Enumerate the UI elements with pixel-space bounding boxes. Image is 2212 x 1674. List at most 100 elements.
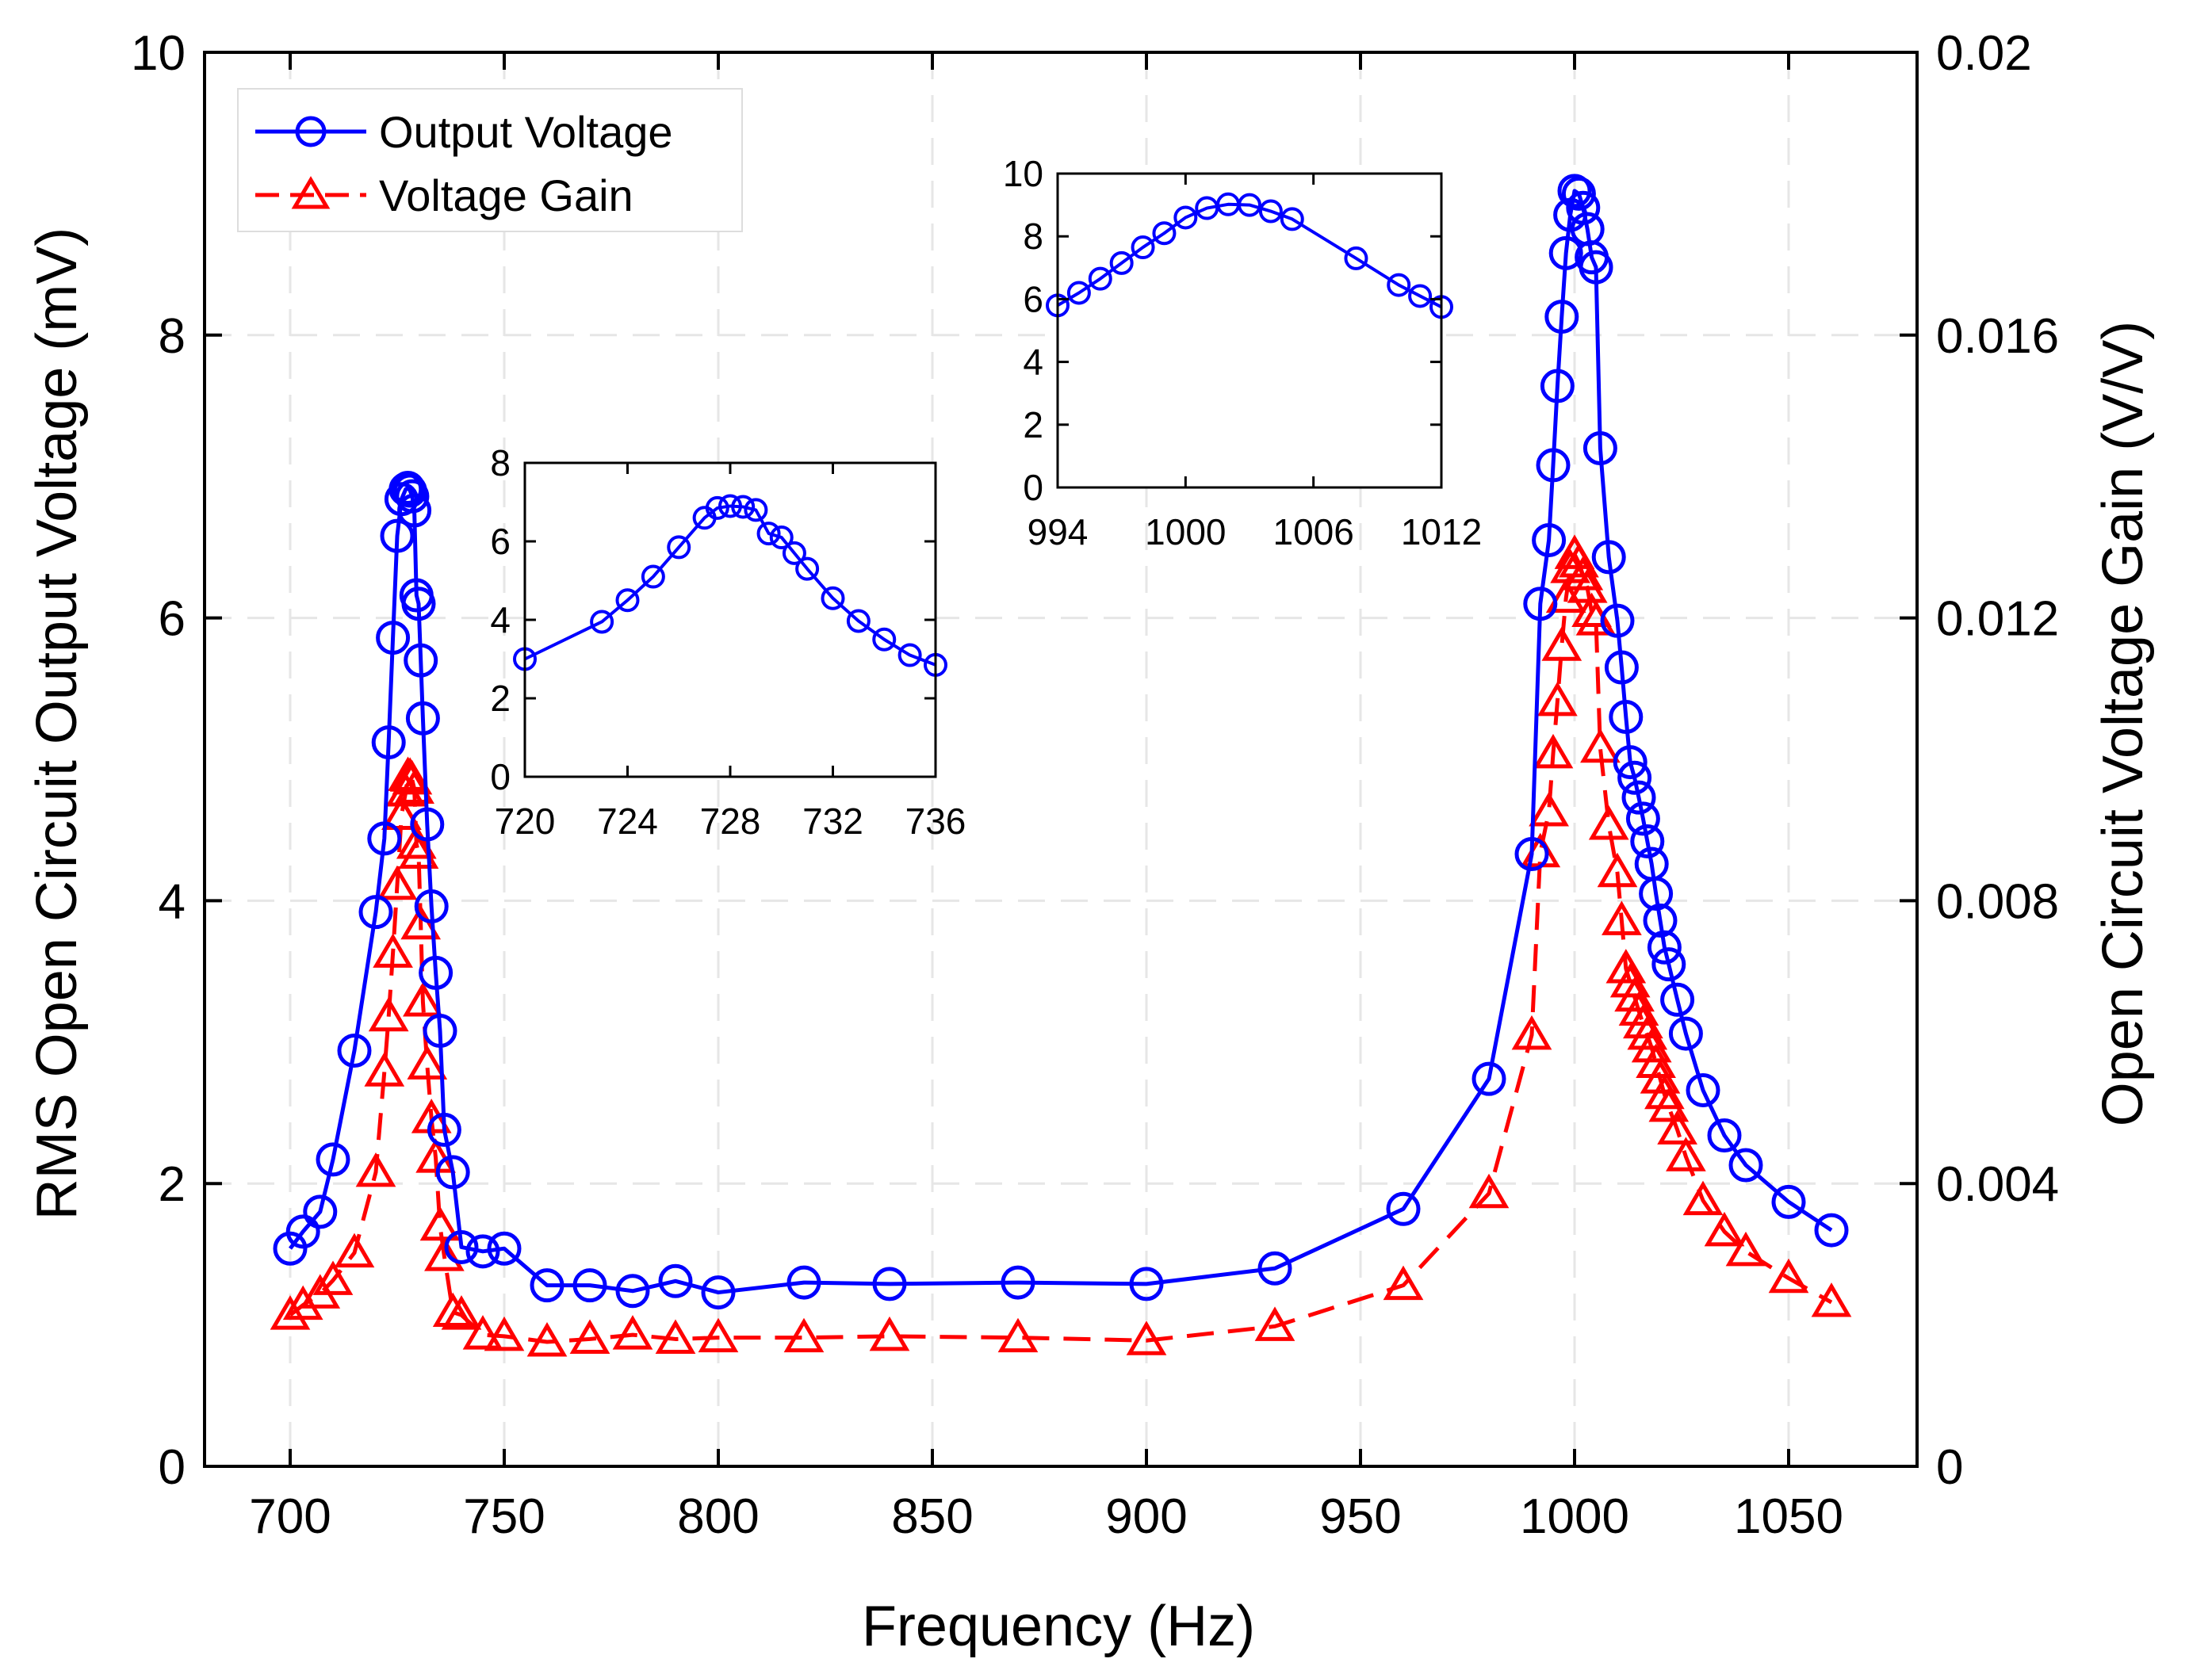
series-line-voltage-gain [289, 552, 1833, 1344]
output-voltage-point-7 [371, 725, 406, 760]
y-tick-label-3: 6 [159, 592, 186, 647]
output-voltage-point-37 [1129, 1267, 1164, 1301]
output-voltage-point-6 [367, 821, 402, 856]
voltage-gain-point-5 [355, 1152, 396, 1187]
output-voltage-point-74 [1728, 1148, 1763, 1183]
output-voltage-point-71 [1668, 1016, 1703, 1051]
inset-point-10 [1258, 199, 1283, 224]
output-voltage-point-72 [1686, 1072, 1720, 1107]
inset-chart-low-resonance: 720 724 728 732 736 0 2 4 6 8 [490, 442, 966, 842]
y2-tick-label-3: 0.012 [1936, 592, 2059, 647]
voltage-gain-point-36 [997, 1317, 1039, 1353]
output-voltage-point-15 [397, 493, 432, 528]
output-voltage-point-46 [1544, 300, 1579, 334]
inset-y-tick-label-3: 6 [1023, 278, 1043, 319]
voltage-gain-point-35 [869, 1316, 910, 1351]
inset-y-tick-label-5: 10 [1003, 153, 1043, 194]
inset-background [525, 463, 936, 777]
y2-tick-label-2: 0.008 [1936, 874, 2059, 929]
y2-tick-label-1: 0.004 [1936, 1157, 2059, 1212]
output-voltage-point-27 [465, 1234, 500, 1269]
output-voltage-point-28 [487, 1231, 522, 1266]
inset-y-tick-label-0: 0 [490, 756, 511, 797]
inset-point-2 [615, 588, 640, 613]
output-voltage-point-1 [285, 1214, 320, 1249]
output-voltage-point-38 [1257, 1251, 1292, 1286]
output-voltage-point-40 [1471, 1061, 1506, 1096]
inset-point-12 [782, 541, 806, 565]
output-voltage-point-4 [337, 1034, 372, 1068]
voltage-gain-point-24 [424, 1236, 465, 1271]
main-plot-series [270, 174, 1852, 1357]
plot-border [203, 51, 1919, 1468]
voltage-gain-point-6 [364, 1052, 405, 1087]
voltage-gain-point-55 [1580, 728, 1621, 763]
output-voltage-point-14 [395, 479, 430, 514]
inset-x-tick-label-3: 1012 [1401, 511, 1482, 552]
x-axis-label: Frequency (Hz) [862, 1595, 1255, 1658]
inset-y-tick-label-2: 4 [1023, 342, 1043, 383]
output-voltage-point-39 [1386, 1191, 1421, 1226]
inset-point-13 [795, 556, 820, 581]
voltage-gain-point-65 [1631, 1027, 1672, 1063]
voltage-gain-point-9 [377, 865, 418, 900]
voltage-gain-point-32 [655, 1319, 696, 1354]
output-voltage-point-47 [1548, 235, 1583, 270]
output-voltage-point-50 [1561, 176, 1596, 211]
voltage-gain-point-46 [1541, 626, 1582, 661]
inset-point-12 [1344, 246, 1368, 270]
voltage-gain-point-37 [1126, 1320, 1167, 1355]
output-voltage-point-55 [1582, 431, 1617, 466]
inset-y-tick-label-2: 4 [490, 599, 511, 640]
voltage-gain-point-66 [1636, 1043, 1676, 1079]
voltage-gain-point-76 [1811, 1282, 1852, 1317]
legend-label-output-voltage: Output Voltage [379, 107, 673, 157]
voltage-gain-point-19 [403, 981, 443, 1017]
output-voltage-point-73 [1707, 1118, 1742, 1153]
voltage-gain-point-30 [569, 1319, 610, 1354]
inset-background [1058, 174, 1441, 487]
output-voltage-point-8 [376, 621, 411, 655]
x-tick-label-1: 750 [463, 1489, 545, 1544]
inset-point-3 [1109, 250, 1134, 275]
voltage-gain-point-72 [1682, 1180, 1724, 1216]
output-voltage-point-67 [1643, 903, 1678, 938]
voltage-gain-point-56 [1588, 805, 1629, 840]
y2-tick-label-4: 0.016 [1936, 309, 2059, 364]
output-voltage-point-19 [405, 701, 440, 736]
output-voltage-point-26 [444, 1229, 479, 1264]
voltage-gain-point-7 [368, 996, 409, 1032]
output-voltage-point-18 [404, 643, 438, 678]
voltage-gain-point-8 [373, 933, 413, 968]
voltage-gain-point-50 [1559, 543, 1599, 578]
inset-x-tick-label-1: 724 [597, 801, 658, 842]
voltage-gain-point-15 [394, 769, 434, 804]
output-voltage-point-70 [1660, 982, 1695, 1017]
inset-point-14 [821, 586, 845, 610]
voltage-gain-point-10 [381, 795, 422, 830]
output-voltage-point-69 [1651, 947, 1686, 982]
y-tick-label-4: 8 [159, 309, 186, 364]
inset-point-6 [1173, 205, 1198, 230]
inset-point-1 [1066, 281, 1091, 305]
voltage-gain-point-31 [612, 1315, 653, 1350]
voltage-gain-point-74 [1725, 1231, 1766, 1267]
x-tick-label-4: 900 [1105, 1489, 1187, 1544]
inset-x-tick-label-1: 1000 [1145, 511, 1226, 552]
voltage-gain-point-64 [1627, 1015, 1668, 1050]
output-voltage-point-66 [1639, 876, 1674, 911]
voltage-gain-point-71 [1666, 1137, 1706, 1171]
voltage-gain-point-51 [1563, 556, 1604, 590]
inset-point-9 [1238, 193, 1261, 217]
voltage-gain-point-0 [270, 1295, 311, 1330]
output-voltage-point-24 [427, 1112, 461, 1147]
inset-chart-high-resonance: 994 1000 1006 1012 0 2 4 6 8 10 [1003, 153, 1482, 552]
output-voltage-point-41 [1514, 837, 1549, 872]
output-voltage-point-35 [872, 1267, 907, 1301]
voltage-gain-point-61 [1614, 976, 1655, 1012]
output-voltage-point-61 [1617, 760, 1652, 795]
voltage-gain-point-4 [334, 1233, 375, 1268]
output-voltage-point-29 [530, 1268, 564, 1303]
x-tick-label-5: 950 [1319, 1489, 1401, 1544]
